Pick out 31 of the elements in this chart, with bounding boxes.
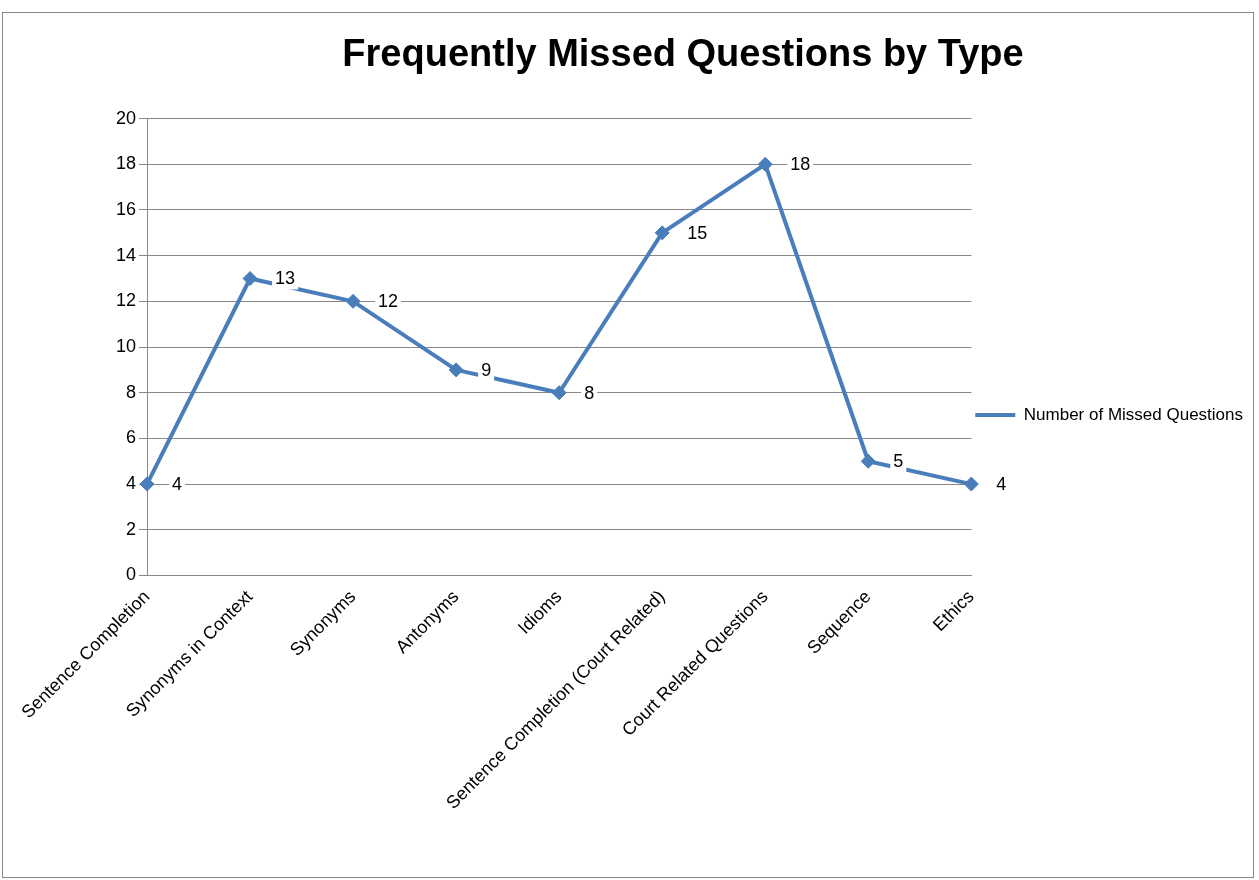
y-tick-label: 18 [115,153,137,174]
data-label: 4 [996,474,1007,495]
y-tick-label: 16 [115,198,137,219]
point [551,385,567,401]
y-tick-label: 8 [126,381,137,402]
y-tick-label: 4 [126,473,137,494]
y-tick-label: 20 [115,107,137,128]
data-label: 8 [584,382,595,403]
y-tick-label: 10 [115,336,137,357]
data-label: 9 [481,359,492,380]
data-label: 18 [790,154,811,175]
data-label: 12 [378,291,399,312]
data-label: 15 [687,222,708,243]
point [860,453,876,469]
y-tick-label: 14 [115,244,137,265]
point [139,476,155,492]
y-tick-label: 6 [126,427,137,448]
y-tick-label: 0 [126,564,137,585]
data-label: 13 [275,268,296,289]
y-tick-label: 12 [115,290,137,311]
legend-label: Number of Missed Questions [1023,404,1243,424]
point [654,225,670,241]
point [448,362,464,378]
point [757,156,773,172]
y-tick-label: 2 [126,518,137,539]
chart-title: Frequently Missed Questions by Type [342,32,1024,75]
data-label: 5 [893,451,904,472]
point [242,271,258,287]
point [345,293,361,309]
point [963,476,979,492]
data-label: 4 [172,474,183,495]
